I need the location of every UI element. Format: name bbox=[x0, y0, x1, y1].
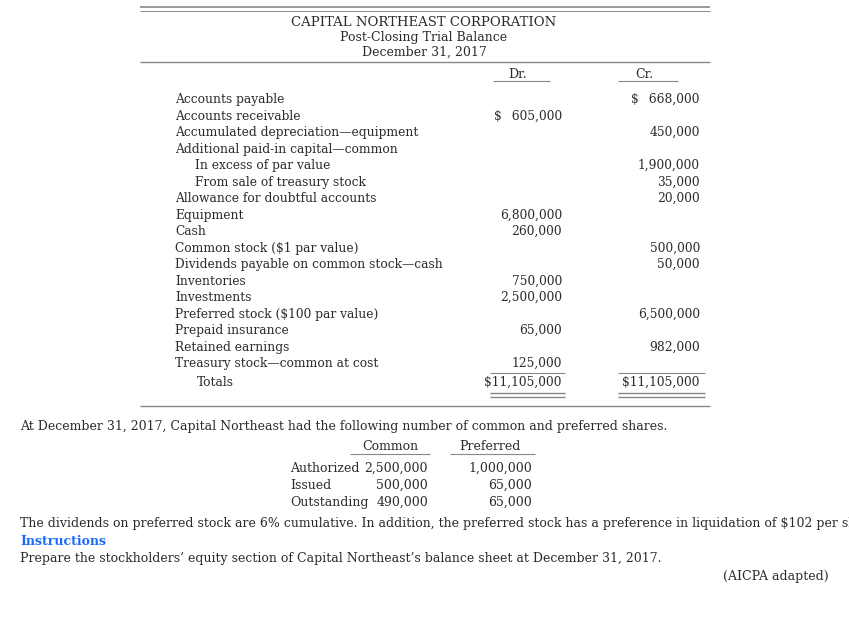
Text: 6,500,000: 6,500,000 bbox=[638, 307, 700, 321]
Text: Preferred: Preferred bbox=[459, 440, 520, 453]
Text: 260,000: 260,000 bbox=[511, 225, 562, 238]
Text: 1,000,000: 1,000,000 bbox=[469, 462, 532, 475]
Text: Issued: Issued bbox=[290, 479, 331, 492]
Text: 500,000: 500,000 bbox=[649, 242, 700, 254]
Text: 1,900,000: 1,900,000 bbox=[638, 159, 700, 172]
Text: At December 31, 2017, Capital Northeast had the following number of common and p: At December 31, 2017, Capital Northeast … bbox=[20, 420, 667, 433]
Text: The dividends on preferred stock are 6% cumulative. In addition, the preferred s: The dividends on preferred stock are 6% … bbox=[20, 517, 849, 530]
Text: Prepaid insurance: Prepaid insurance bbox=[175, 324, 289, 337]
Text: Prepare the stockholders’ equity section of Capital Northeast’s balance sheet at: Prepare the stockholders’ equity section… bbox=[20, 552, 661, 565]
Text: Accumulated depreciation—equipment: Accumulated depreciation—equipment bbox=[175, 126, 419, 139]
Text: Cash: Cash bbox=[175, 225, 205, 238]
Text: CAPITAL NORTHEAST CORPORATION: CAPITAL NORTHEAST CORPORATION bbox=[291, 16, 557, 29]
Text: Preferred stock ($100 par value): Preferred stock ($100 par value) bbox=[175, 307, 379, 321]
Text: Treasury stock—common at cost: Treasury stock—common at cost bbox=[175, 357, 379, 370]
Text: December 31, 2017: December 31, 2017 bbox=[362, 46, 486, 59]
Text: 65,000: 65,000 bbox=[488, 496, 532, 509]
Text: Retained earnings: Retained earnings bbox=[175, 341, 290, 354]
Text: 490,000: 490,000 bbox=[376, 496, 428, 509]
Text: 6,800,000: 6,800,000 bbox=[500, 209, 562, 222]
Text: $11,105,000: $11,105,000 bbox=[485, 375, 562, 388]
Text: Authorized: Authorized bbox=[290, 462, 359, 475]
Text: 65,000: 65,000 bbox=[488, 479, 532, 492]
Text: Outstanding: Outstanding bbox=[290, 496, 368, 509]
Text: Equipment: Equipment bbox=[175, 209, 244, 222]
Text: 65,000: 65,000 bbox=[520, 324, 562, 337]
Text: 2,500,000: 2,500,000 bbox=[500, 291, 562, 304]
Text: Additional paid-in capital—common: Additional paid-in capital—common bbox=[175, 142, 397, 155]
Text: From sale of treasury stock: From sale of treasury stock bbox=[195, 176, 366, 189]
Text: 500,000: 500,000 bbox=[376, 479, 428, 492]
Text: $11,105,000: $11,105,000 bbox=[622, 375, 700, 388]
Text: 35,000: 35,000 bbox=[657, 176, 700, 189]
Text: 2,500,000: 2,500,000 bbox=[364, 462, 428, 475]
Text: $  605,000: $ 605,000 bbox=[494, 109, 562, 122]
Text: Post-Closing Trial Balance: Post-Closing Trial Balance bbox=[340, 31, 508, 44]
Text: Common: Common bbox=[362, 440, 418, 453]
Text: (AICPA adapted): (AICPA adapted) bbox=[723, 570, 829, 583]
Text: In excess of par value: In excess of par value bbox=[195, 159, 330, 172]
Text: $  668,000: $ 668,000 bbox=[632, 93, 700, 106]
Text: 20,000: 20,000 bbox=[657, 192, 700, 205]
Text: Common stock ($1 par value): Common stock ($1 par value) bbox=[175, 242, 358, 254]
Text: Instructions: Instructions bbox=[20, 535, 106, 548]
Text: Allowance for doubtful accounts: Allowance for doubtful accounts bbox=[175, 192, 376, 205]
Text: 50,000: 50,000 bbox=[657, 258, 700, 271]
Text: Accounts payable: Accounts payable bbox=[175, 93, 284, 106]
Text: 982,000: 982,000 bbox=[649, 341, 700, 354]
Text: 750,000: 750,000 bbox=[512, 274, 562, 287]
Text: Investments: Investments bbox=[175, 291, 251, 304]
Text: Totals: Totals bbox=[197, 375, 234, 388]
Text: Inventories: Inventories bbox=[175, 274, 245, 287]
Text: Accounts receivable: Accounts receivable bbox=[175, 109, 301, 122]
Text: Cr.: Cr. bbox=[635, 68, 653, 81]
Text: Dividends payable on common stock—cash: Dividends payable on common stock—cash bbox=[175, 258, 442, 271]
Text: Dr.: Dr. bbox=[509, 68, 527, 81]
Text: 450,000: 450,000 bbox=[649, 126, 700, 139]
Text: 125,000: 125,000 bbox=[511, 357, 562, 370]
